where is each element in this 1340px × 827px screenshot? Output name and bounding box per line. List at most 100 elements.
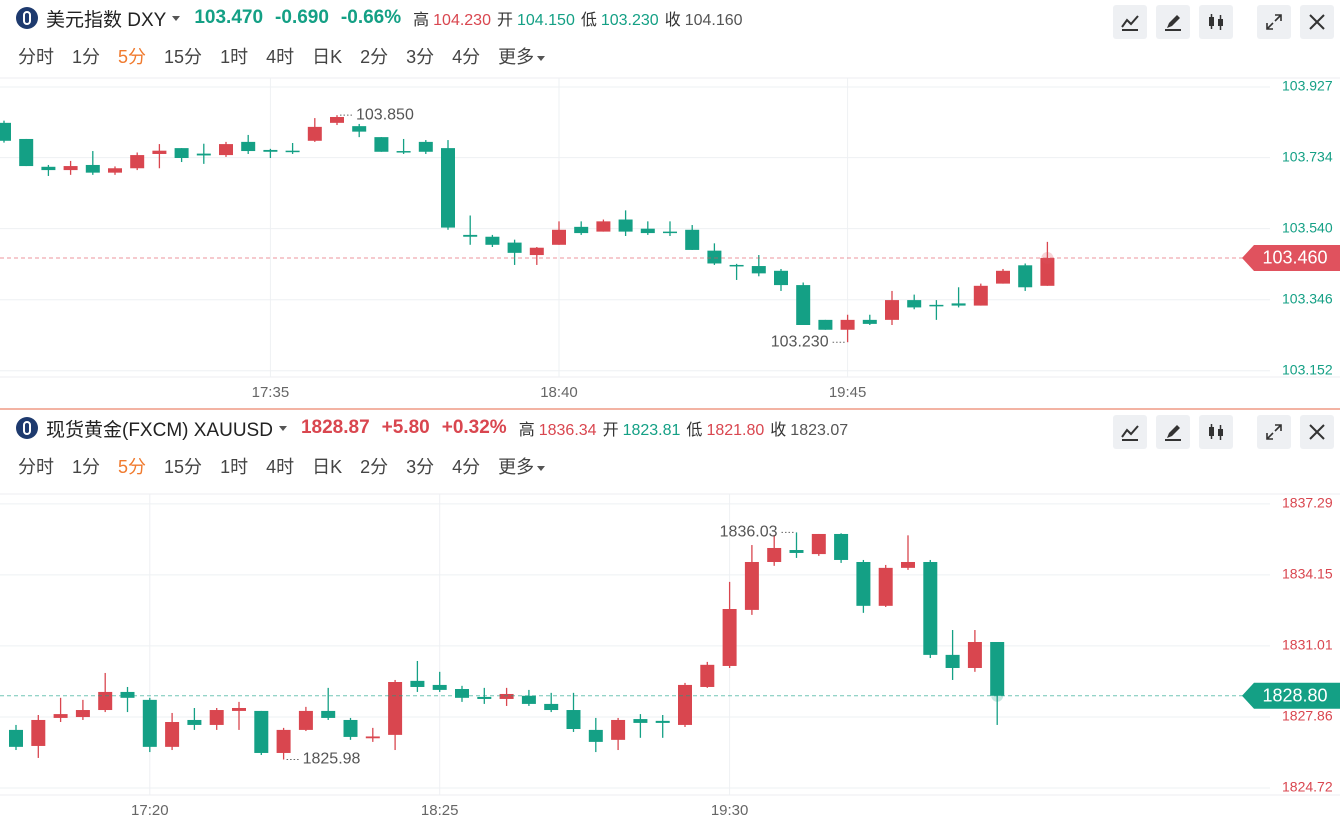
candle-body bbox=[276, 729, 291, 753]
candle-body bbox=[477, 696, 492, 699]
stat-value: 1823.07 bbox=[790, 421, 849, 439]
candle-body bbox=[85, 164, 100, 173]
candle-body bbox=[640, 228, 655, 234]
interval-bar: 分时 1分 5分 15分 1时 4时 日K 2分 3分 4分 更多 bbox=[18, 43, 563, 69]
quote-header: 美元指数 DXY 103.470 -0.690 -0.66% 高 104.230 开… bbox=[16, 6, 749, 31]
interval-tab[interactable]: 4时 bbox=[266, 457, 295, 477]
candle-body bbox=[678, 684, 692, 725]
candle-body bbox=[63, 166, 78, 171]
candle-body bbox=[432, 684, 447, 690]
stat-label: 收 bbox=[664, 11, 681, 29]
candle-body bbox=[285, 150, 300, 153]
tool-button[interactable] bbox=[1113, 5, 1147, 39]
candle-body bbox=[1040, 257, 1055, 286]
interval-tab[interactable]: 日K bbox=[312, 47, 343, 67]
candle-body bbox=[263, 149, 278, 152]
candle-body bbox=[507, 242, 522, 253]
stat-value: 104.150 bbox=[517, 11, 575, 29]
interval-tab[interactable]: 2分 bbox=[360, 47, 389, 67]
tool-icon bbox=[1121, 425, 1139, 441]
candle-body bbox=[455, 689, 469, 698]
interval-tab[interactable]: 分时 bbox=[18, 47, 54, 67]
interval-tab[interactable]: 4分 bbox=[452, 457, 481, 477]
caret bbox=[537, 55, 546, 61]
candle-body bbox=[967, 641, 982, 668]
interval-tab[interactable]: 3分 bbox=[406, 47, 435, 67]
tool-button[interactable] bbox=[1156, 415, 1190, 449]
tool-button[interactable] bbox=[1199, 415, 1233, 449]
candle-body bbox=[596, 221, 611, 232]
candle-body bbox=[298, 710, 313, 730]
candle-body bbox=[0, 122, 11, 141]
interval-tab[interactable]: 更多 bbox=[498, 43, 546, 69]
candle-body bbox=[41, 166, 56, 171]
candle-body bbox=[840, 319, 855, 330]
tool-button[interactable] bbox=[1300, 5, 1334, 39]
interval-tab[interactable]: 1时 bbox=[220, 47, 249, 67]
candle-body bbox=[209, 710, 224, 725]
tool-button[interactable] bbox=[1199, 5, 1233, 39]
interval-tab[interactable]: 1分 bbox=[72, 457, 101, 477]
interval-tab[interactable]: 2分 bbox=[360, 457, 389, 477]
interval-tab[interactable]: 15分 bbox=[164, 47, 203, 67]
y-tick-label: 103.734 bbox=[1282, 148, 1333, 164]
candle-body bbox=[722, 609, 737, 666]
interval-tab[interactable]: 5分 bbox=[118, 457, 147, 477]
last-price-glow bbox=[1041, 251, 1054, 264]
symbol-title[interactable]: 美元指数 DXY bbox=[46, 9, 167, 31]
tool-button[interactable] bbox=[1113, 415, 1147, 449]
interval-tab[interactable]: 日K bbox=[312, 457, 343, 477]
stat-label: 高 bbox=[413, 11, 430, 29]
candle-body bbox=[574, 226, 589, 234]
y-tick-label: 103.346 bbox=[1282, 290, 1333, 306]
candle-body bbox=[1018, 265, 1033, 288]
last-price: 1828.87 bbox=[300, 417, 370, 438]
candle-body bbox=[566, 710, 581, 730]
tool-button[interactable] bbox=[1257, 415, 1291, 449]
y-tick-label: 103.152 bbox=[1282, 361, 1333, 377]
interval-tab[interactable]: 更多 bbox=[498, 453, 546, 479]
candle-body bbox=[707, 250, 722, 264]
candle-body bbox=[951, 303, 966, 306]
interval-tab[interactable]: 分时 bbox=[18, 457, 54, 477]
interval-tab[interactable]: 4时 bbox=[266, 47, 295, 67]
annotation: 1825.98 bbox=[303, 751, 361, 768]
caret bbox=[537, 465, 546, 471]
stat-label: 开 bbox=[496, 11, 513, 29]
tool-icon bbox=[1209, 14, 1223, 30]
candle-body bbox=[98, 691, 113, 711]
y-tick-label: 103.540 bbox=[1282, 219, 1333, 235]
tool-button[interactable] bbox=[1156, 5, 1190, 39]
annotation: 103.850 bbox=[356, 106, 414, 123]
interval-tab[interactable]: 3分 bbox=[406, 457, 435, 477]
tool-icon bbox=[1165, 15, 1181, 31]
x-tick-label: 19:45 bbox=[829, 384, 867, 401]
candle-body bbox=[374, 137, 389, 152]
stat-label: 高 bbox=[518, 421, 535, 439]
symbol-icon bbox=[16, 7, 38, 29]
interval-tab[interactable]: 1分 bbox=[72, 47, 101, 67]
candle-body bbox=[618, 219, 633, 232]
candle-body bbox=[521, 695, 536, 704]
tool-button[interactable] bbox=[1300, 415, 1334, 449]
candle-body bbox=[120, 691, 135, 698]
candle-body bbox=[75, 710, 90, 718]
candle-body bbox=[996, 270, 1010, 284]
candle-body bbox=[774, 270, 788, 286]
candle-body bbox=[232, 707, 246, 711]
candle-body bbox=[834, 533, 849, 560]
interval-tab[interactable]: 5分 bbox=[118, 47, 147, 67]
symbol-title[interactable]: 现货黄金(FXCM) XAUUSD bbox=[46, 419, 273, 441]
change: +5.80 bbox=[381, 417, 430, 438]
stat-value: 1821.80 bbox=[706, 421, 765, 439]
interval-tab[interactable]: 4分 bbox=[452, 47, 481, 67]
candle-body bbox=[388, 681, 403, 735]
candle-body bbox=[365, 736, 380, 739]
candle-body bbox=[700, 664, 715, 687]
last-price-label: 1828.80 bbox=[1262, 686, 1327, 706]
stat-value: 104.160 bbox=[684, 11, 743, 29]
interval-tab[interactable]: 15分 bbox=[164, 457, 203, 477]
candle-body bbox=[352, 126, 367, 132]
interval-tab[interactable]: 1时 bbox=[220, 457, 249, 477]
tool-button[interactable] bbox=[1257, 5, 1291, 39]
